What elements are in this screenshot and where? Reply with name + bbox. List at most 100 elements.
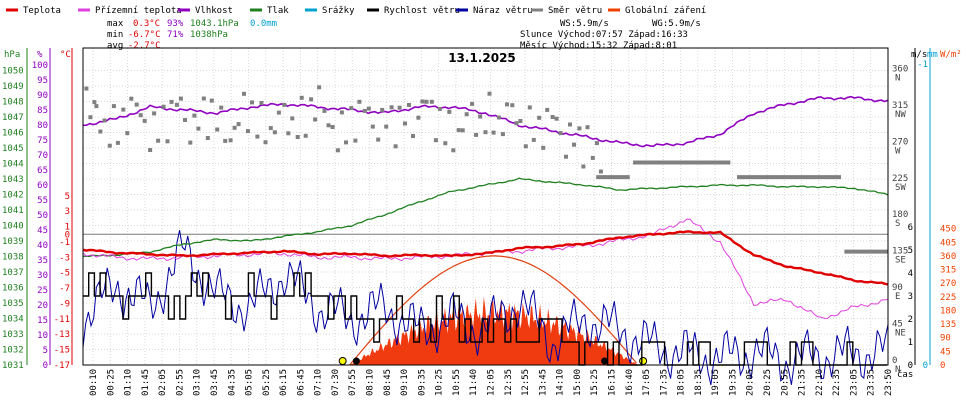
wind-direction-point xyxy=(376,137,381,142)
sunrise-marker xyxy=(338,357,347,365)
press-tick: 1038 xyxy=(2,253,24,263)
time-tick: 12:05 xyxy=(487,369,497,396)
wind-direction-point xyxy=(98,129,103,134)
time-unit: čas xyxy=(897,369,913,380)
rad-tick: 180 xyxy=(940,306,956,316)
time-tick: 19:05 xyxy=(711,369,721,396)
wind-direction-point xyxy=(527,105,532,110)
wind-direction-point xyxy=(107,143,112,148)
time-tick: 03:45 xyxy=(210,369,220,396)
wind-direction-point xyxy=(564,154,568,159)
wind-direction-point xyxy=(420,99,425,104)
dir-tick-deg: 315 xyxy=(892,101,908,111)
temp-tick: -15 xyxy=(54,346,70,356)
wind-tick: 1 xyxy=(908,338,913,348)
press-tick: 1032 xyxy=(2,346,24,356)
wind-direction-point xyxy=(263,140,268,145)
dir-tick-deg: 360 xyxy=(892,64,908,74)
time-tick: 15:00 xyxy=(573,369,583,396)
wind-direction-point xyxy=(581,164,586,169)
wind-direction-point xyxy=(366,106,371,111)
wind-direction-point xyxy=(568,122,572,127)
time-tick: 17:35 xyxy=(659,369,669,396)
temp-tick: 0 xyxy=(65,230,70,240)
wind-tick: 3 xyxy=(908,292,913,302)
time-tick: 09:35 xyxy=(417,369,427,396)
dir-tick-label: SE xyxy=(895,256,906,266)
wind-direction-point xyxy=(335,148,340,153)
wind-direction-point xyxy=(129,96,134,101)
dir-tick-deg: 90 xyxy=(892,283,903,293)
press-tick: 1034 xyxy=(2,315,24,325)
wind-direction-point xyxy=(474,132,479,137)
hum-tick: 15 xyxy=(37,316,48,326)
stat-max-hum: 93% xyxy=(167,19,184,29)
press-tick: 1046 xyxy=(2,129,24,139)
hum-tick: 25 xyxy=(37,286,48,296)
press-tick: 1033 xyxy=(2,330,24,340)
legend-label: Přízemní teplota xyxy=(95,6,182,16)
plot-frame xyxy=(82,47,889,366)
press-tick: 1045 xyxy=(2,144,24,154)
wind-direction-point xyxy=(389,105,394,110)
time-tick: 20:05 xyxy=(746,369,756,396)
hum-tick: 65 xyxy=(37,166,48,176)
wind-direction-point xyxy=(577,126,582,131)
wind-direction-point xyxy=(451,148,456,153)
rad-tick: 225 xyxy=(940,293,956,303)
legend-label: Vlhkost xyxy=(195,6,233,16)
press-tick: 1050 xyxy=(2,67,24,77)
rad-tick: 315 xyxy=(940,266,956,276)
wind-direction-point xyxy=(268,126,273,131)
temp-tick: -13 xyxy=(54,330,70,340)
temp-tick: -7 xyxy=(59,284,70,294)
wind-direction-point xyxy=(282,102,287,107)
time-tick: 23:35 xyxy=(867,369,877,396)
time-tick: 23:05 xyxy=(849,369,859,396)
time-tick: 08:45 xyxy=(383,369,393,396)
hum-tick: 40 xyxy=(37,241,48,251)
hum-tick: 90 xyxy=(37,91,48,101)
legend-label: Srážky xyxy=(322,6,355,16)
temp-tick: -11 xyxy=(54,315,70,325)
wind-gust-line xyxy=(82,230,889,386)
time-tick: 13:45 xyxy=(538,369,548,396)
wind-direction-point xyxy=(380,107,385,112)
rain-tick: 0 xyxy=(923,361,928,371)
stat-avg-label: avg xyxy=(107,41,123,51)
time-tick: 03:10 xyxy=(193,369,203,396)
wind-direction-point xyxy=(290,116,295,121)
wind-direction-point xyxy=(460,128,465,133)
wind-direction-point xyxy=(169,99,174,104)
hum-tick: 55 xyxy=(37,196,48,206)
wind-direction-point xyxy=(286,131,291,136)
wind-direction-point xyxy=(242,91,246,96)
temp-tick: -3 xyxy=(59,253,70,263)
wind-direction-point xyxy=(246,129,250,134)
stats-box: max 0.3°C 93% 1043.1hPa 0.0mm min -6.7°C 71% 103… xyxy=(107,19,701,51)
wind-direction-point xyxy=(152,111,157,116)
stat-max-press: 1043.1hPa xyxy=(190,19,239,29)
press-tick: 1048 xyxy=(2,98,24,108)
hum-unit: % xyxy=(37,50,43,60)
wind-direction-point xyxy=(330,125,335,129)
time-tick: 20:55 xyxy=(780,369,790,396)
time-tick: 12:55 xyxy=(521,369,531,396)
wind-direction-point xyxy=(537,115,542,120)
wind-direction-point xyxy=(142,118,147,123)
wind-direction-point xyxy=(326,123,331,128)
time-tick: 07:30 xyxy=(331,369,341,396)
wind-direction-point xyxy=(156,138,161,143)
wind-direction-point xyxy=(416,115,421,120)
stat-moon: Měsíc Východ:15:32 Západ:8:01 xyxy=(520,41,677,51)
temp-tick: -1 xyxy=(59,238,70,248)
wind-direction-point xyxy=(88,115,93,120)
wind-direction-point xyxy=(433,138,438,143)
dir-tick-label: SW xyxy=(895,183,906,193)
hum-tick: 60 xyxy=(37,181,48,191)
rad-tick: 450 xyxy=(940,225,956,235)
wind-direction-point xyxy=(111,104,116,109)
time-tick: 05:25 xyxy=(262,369,272,396)
legend-label: Rychlost větru xyxy=(384,6,460,16)
